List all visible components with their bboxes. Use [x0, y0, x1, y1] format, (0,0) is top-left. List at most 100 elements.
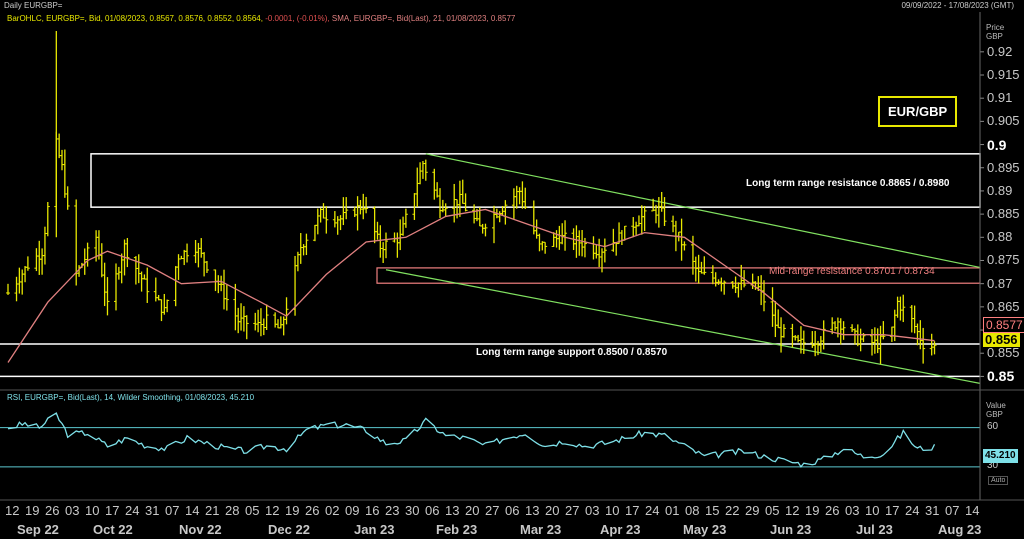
- x-month-label: Jul 23: [856, 522, 893, 537]
- x-day-label: 19: [805, 503, 820, 518]
- x-month-label: Nov 22: [179, 522, 222, 537]
- sma-price-tag: 0.8577: [983, 317, 1024, 333]
- x-day-label: 31: [145, 503, 160, 518]
- sma-legend: SMA, EURGBP=, Bid(Last), 21, 01/08/2023,…: [331, 14, 516, 23]
- x-day-label: 02: [325, 503, 340, 518]
- header-bar: Daily EURGBP= 09/09/2022 - 17/08/2023 (G…: [0, 0, 1024, 12]
- x-day-label: 17: [105, 503, 120, 518]
- x-day-label: 23: [385, 503, 400, 518]
- x-day-label: 10: [85, 503, 100, 518]
- x-month-label: Dec 22: [268, 522, 310, 537]
- x-day-label: 20: [465, 503, 480, 518]
- x-day-label: 12: [785, 503, 800, 518]
- x-day-label: 05: [765, 503, 780, 518]
- x-day-label: 01: [665, 503, 680, 518]
- price-tick-label: 0.905: [987, 113, 1020, 129]
- rsi-unit-line2: GBP: [986, 410, 1003, 419]
- x-month-label: Jun 23: [770, 522, 812, 537]
- x-month-label: May 23: [683, 522, 727, 537]
- x-day-label: 21: [205, 503, 220, 518]
- x-day-label: 22: [725, 503, 740, 518]
- resistance-annotation: Long term range resistance 0.8865 / 0.89…: [746, 178, 950, 189]
- x-day-label: 03: [845, 503, 860, 518]
- sma-line: [7, 208, 935, 363]
- x-month-label: Feb 23: [436, 522, 478, 537]
- price-unit-line2: GBP: [986, 32, 1003, 41]
- support-annotation: Long term range support 0.8500 / 0.8570: [476, 347, 668, 358]
- x-day-label: 06: [505, 503, 520, 518]
- x-day-label: 19: [285, 503, 300, 518]
- price-axis-unit: Price GBP: [986, 23, 1004, 41]
- x-day-label: 26: [45, 503, 60, 518]
- pair-label: EUR/GBP: [878, 96, 958, 127]
- price-tick-label: 0.88: [987, 229, 1013, 245]
- x-day-label: 29: [745, 503, 760, 518]
- x-day-label: 17: [625, 503, 640, 518]
- rsi-series: [7, 412, 936, 468]
- price-legend: BarOHLC, EURGBP=, Bid, 01/08/2023, 0.856…: [7, 14, 515, 23]
- x-month-label: Aug 23: [938, 522, 982, 537]
- x-day-label: 08: [685, 503, 700, 518]
- mid-range-annotation: Mid-range resistance 0.8701 / 0.8734: [769, 266, 935, 277]
- rsi-tick-label: 60: [987, 420, 999, 432]
- x-month-label: Apr 23: [600, 522, 641, 537]
- rsi-axis-unit: Value GBP: [986, 401, 1006, 419]
- trend-channel: [385, 153, 981, 384]
- x-day-label: 19: [25, 503, 40, 518]
- x-day-label: 27: [485, 503, 500, 518]
- ohlc-legend: BarOHLC, EURGBP=, Bid, 01/08/2023, 0.856…: [7, 14, 263, 23]
- x-day-label: 16: [365, 503, 380, 518]
- x-day-label: 30: [405, 503, 420, 518]
- rsi-value-tag: 45.210: [983, 449, 1018, 463]
- x-day-label: 07: [165, 503, 180, 518]
- x-month-label: Jan 23: [354, 522, 395, 537]
- price-tick-label: 0.9: [987, 136, 1007, 153]
- price-unit-line1: Price: [986, 23, 1005, 32]
- x-day-label: 13: [525, 503, 540, 518]
- x-day-label: 07: [945, 503, 960, 518]
- x-day-label: 12: [265, 503, 280, 518]
- price-tick-label: 0.92: [987, 43, 1013, 59]
- channel-lower-line: [385, 269, 981, 384]
- x-day-label: 14: [185, 503, 200, 518]
- price-tick-label: 0.895: [987, 159, 1020, 175]
- price-tick-label: 0.885: [987, 206, 1020, 222]
- panel-frames: [0, 12, 1024, 501]
- x-day-label: 10: [605, 503, 620, 518]
- chart-title: Daily EURGBP=: [4, 1, 63, 10]
- x-day-label: 17: [885, 503, 900, 518]
- x-day-label: 26: [825, 503, 840, 518]
- price-tick-label: 0.85: [987, 368, 1015, 385]
- x-day-label: 12: [5, 503, 20, 518]
- x-day-label: 28: [225, 503, 240, 518]
- x-month-label: Mar 23: [520, 522, 562, 537]
- x-month-label: Sep 22: [17, 522, 59, 537]
- price-tick-label: 0.87: [987, 275, 1013, 291]
- x-day-label: 27: [565, 503, 580, 518]
- x-day-label: 15: [705, 503, 720, 518]
- price-tick-label: 0.855: [987, 345, 1020, 361]
- x-day-label: 03: [65, 503, 80, 518]
- x-day-label: 10: [865, 503, 880, 518]
- rsi-unit-line1: Value: [986, 401, 1006, 410]
- channel-upper-line: [425, 153, 981, 269]
- sma-series: [7, 208, 935, 363]
- x-day-label: 06: [425, 503, 440, 518]
- x-day-label: 26: [305, 503, 320, 518]
- last-price-tag: 0.856: [983, 332, 1020, 347]
- auto-scale-button[interactable]: Auto: [988, 476, 1009, 485]
- x-day-label: 09: [345, 503, 360, 518]
- x-day-label: 24: [645, 503, 660, 518]
- rsi-tick-label: 30: [987, 459, 999, 471]
- x-day-label: 03: [585, 503, 600, 518]
- x-day-label: 14: [965, 503, 980, 518]
- price-tick-label: 0.89: [987, 182, 1013, 198]
- change-legend: -0.0001, (-0.01%),: [265, 14, 330, 23]
- date-range: 09/09/2022 - 17/08/2023 (GMT): [901, 1, 1014, 10]
- x-day-label: 13: [445, 503, 460, 518]
- x-day-label: 05: [245, 503, 260, 518]
- x-day-label: 31: [925, 503, 940, 518]
- price-tick-label: 0.875: [987, 252, 1020, 268]
- ohlc-bars: [6, 30, 937, 365]
